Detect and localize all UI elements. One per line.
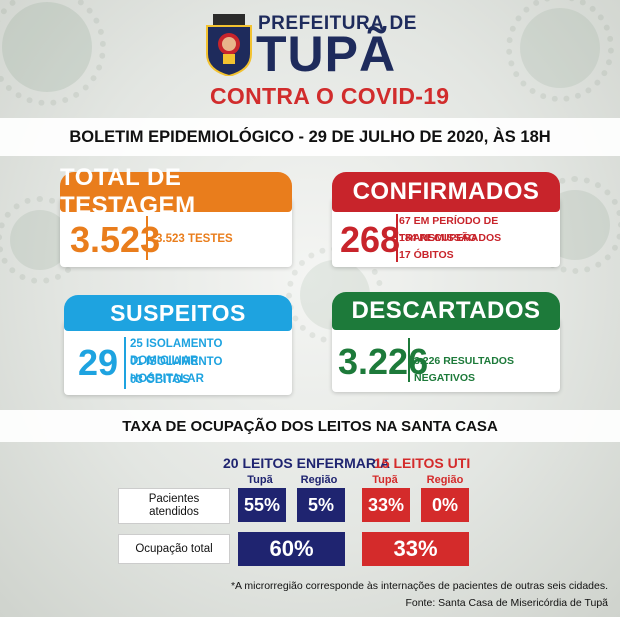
card-detail: 01 ISOLAMENTO HOSPITALAR bbox=[130, 356, 223, 385]
campaign-slogan: CONTRA O COVID-19 bbox=[210, 83, 450, 109]
divider bbox=[396, 214, 398, 262]
card-detail: 67 EM PERÍODO DE TRANSMISSÃO bbox=[399, 215, 499, 244]
card-body bbox=[332, 318, 560, 392]
card-title: SUSPEITOS bbox=[64, 295, 292, 331]
uti-title: 15 LEITOS UTI bbox=[374, 455, 471, 471]
card-detail: 3.226 RESULTADOS NEGATIVOS bbox=[414, 355, 514, 384]
col-header-tupa: Tupã bbox=[372, 474, 398, 486]
row-label-total: Ocupação total bbox=[118, 534, 230, 564]
row-label-atendidos: Pacientes atendidos bbox=[118, 488, 230, 524]
uti-regiao-value: 0% bbox=[421, 488, 469, 522]
card-detail: 184 RECUPERADOS bbox=[399, 232, 502, 244]
prefeitura-label: PREFEITURA DE bbox=[258, 13, 417, 34]
enfermaria-regiao-value: 5% bbox=[297, 488, 345, 522]
uti-total-value: 33% bbox=[362, 532, 469, 566]
col-header-tupa: Tupã bbox=[247, 474, 273, 486]
city-name: TUPÃ bbox=[256, 26, 397, 82]
enfermaria-tupa-value: 55% bbox=[238, 488, 286, 522]
card-value: 268 bbox=[340, 219, 401, 260]
background-virus bbox=[0, 0, 106, 106]
card-detail: 25 ISOLAMENTO DOMICILIAR bbox=[130, 338, 223, 367]
enfermaria-total-value: 60% bbox=[238, 532, 345, 566]
card-title: TOTAL DE TESTAGEM bbox=[60, 164, 292, 219]
background-virus bbox=[506, 0, 614, 102]
divider bbox=[124, 337, 126, 389]
card-value: 3.523 bbox=[70, 219, 161, 260]
card-body bbox=[64, 321, 292, 395]
header: PREFEITURA DE TUPÃ CONTRA O COVID-19 bbox=[0, 0, 620, 118]
card-detail: 03 ÓBITOS bbox=[130, 374, 190, 386]
card-title: CONFIRMADOS bbox=[332, 172, 560, 212]
source-note: Fonte: Santa Casa de Misericórdia de Tup… bbox=[405, 597, 608, 609]
city-crest-icon bbox=[206, 14, 252, 76]
card-value: 29 bbox=[78, 342, 119, 383]
card-title: DESCARTADOS bbox=[332, 292, 560, 330]
card-confirmados: CONFIRMADOS 268 67 EM PERÍODO DE TRANSMI… bbox=[332, 172, 560, 267]
footnote: *A microrregião corresponde às internaçõ… bbox=[230, 580, 608, 592]
col-header-regiao: Região bbox=[426, 474, 464, 486]
uti-tupa-value: 33% bbox=[362, 488, 410, 522]
card-suspeitos: SUSPEITOS 29 25 ISOLAMENTO DOMICILIAR 01… bbox=[64, 295, 292, 395]
bulletin-title: BOLETIM EPIDEMIOLÓGICO - 29 DE JULHO DE … bbox=[0, 118, 620, 156]
card-detail: 17 ÓBITOS bbox=[399, 249, 454, 261]
row-label-line: atendidos bbox=[149, 506, 199, 518]
row-label-line: Pacientes bbox=[148, 493, 200, 505]
card-descartados: DESCARTADOS 3.226 3.226 RESULTADOS NEGAT… bbox=[332, 292, 560, 392]
divider bbox=[408, 338, 410, 382]
card-detail: 3.523 TESTES bbox=[156, 233, 233, 245]
enfermaria-title: 20 LEITOS ENFERMARIA bbox=[223, 455, 390, 471]
col-header-regiao: Região bbox=[300, 474, 338, 486]
occupancy-title: TAXA DE OCUPAÇÃO DOS LEITOS NA SANTA CAS… bbox=[0, 410, 620, 442]
divider bbox=[146, 216, 148, 260]
card-testagem: TOTAL DE TESTAGEM 3.523 3.523 TESTES bbox=[60, 164, 292, 267]
card-value: 3.226 bbox=[338, 341, 429, 382]
